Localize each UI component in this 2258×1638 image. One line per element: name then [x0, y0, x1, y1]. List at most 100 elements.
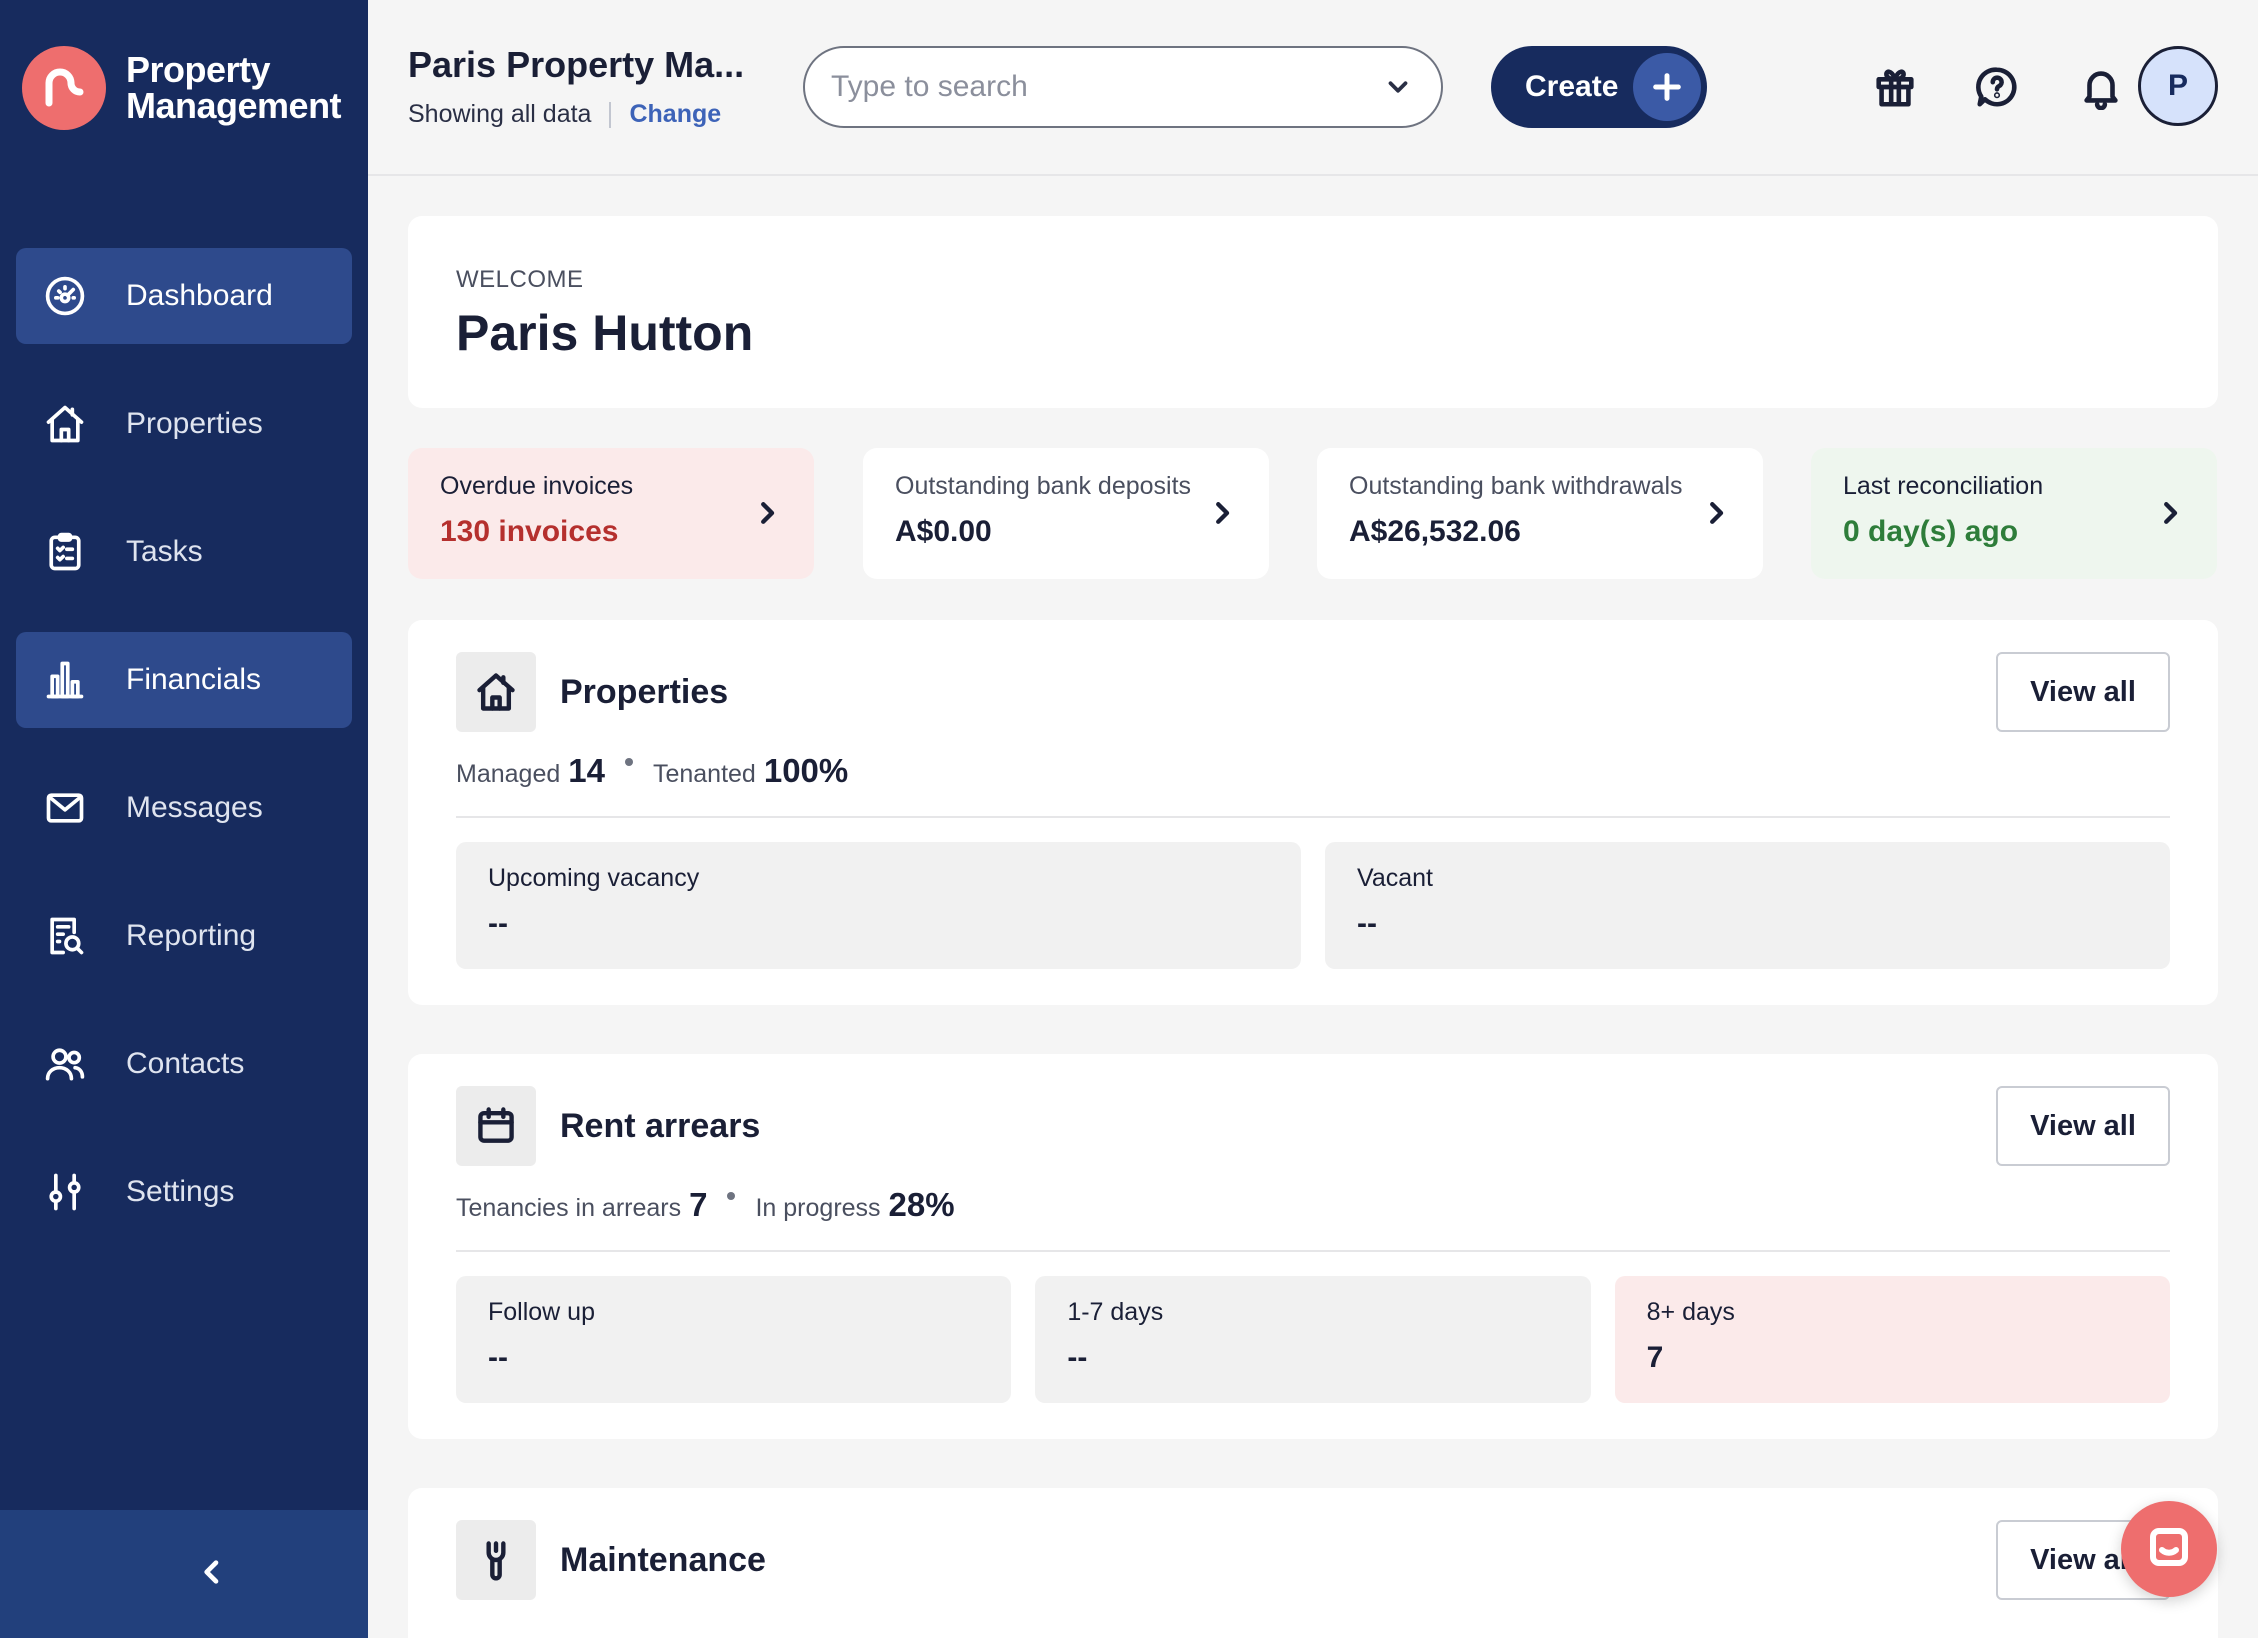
report-search-icon	[42, 913, 88, 959]
house-icon	[456, 652, 536, 732]
upcoming-vacancy-tile[interactable]: Upcoming vacancy --	[456, 842, 1301, 969]
sidebar-item-financials[interactable]: Financials	[16, 632, 352, 728]
last-reconciliation-card[interactable]: Last reconciliation 0 day(s) ago	[1811, 448, 2217, 579]
collapse-sidebar-button[interactable]	[0, 1510, 368, 1638]
section-stats: Managed 14 Tenanted 100%	[456, 752, 2170, 792]
tile-label: 8+ days	[1646, 1298, 1735, 1326]
sidebar-item-label: Contacts	[126, 1047, 245, 1080]
stat-label: Last reconciliation	[1843, 472, 2044, 500]
gift-icon[interactable]	[1866, 58, 1924, 116]
chat-icon	[2145, 1523, 2193, 1576]
tile-value: --	[488, 1341, 508, 1374]
sliders-icon	[42, 1169, 88, 1215]
change-link[interactable]: Change	[629, 100, 722, 128]
tenanted-value: 100%	[763, 752, 849, 789]
data-scope-label: Showing all data	[408, 100, 592, 128]
in-progress-value: 28%	[888, 1186, 955, 1223]
stat-label: Outstanding bank withdrawals	[1349, 472, 1683, 500]
stat-tiles: Follow up -- 1-7 days -- 8+ days 7	[456, 1276, 2170, 1403]
divider	[456, 1250, 2170, 1252]
chevron-right-icon	[752, 498, 782, 533]
chevron-right-icon	[2155, 498, 2185, 533]
one-to-seven-days-tile[interactable]: 1-7 days --	[1035, 1276, 1591, 1403]
section-header: Rent arrears View all	[456, 1086, 2170, 1166]
sidebar-item-dashboard[interactable]: Dashboard	[16, 248, 352, 344]
sidebar-item-label: Properties	[126, 407, 263, 440]
bank-withdrawals-card[interactable]: Outstanding bank withdrawals A$26,532.06	[1317, 448, 1763, 579]
sidebar-item-messages[interactable]: Messages	[16, 760, 352, 856]
view-all-button[interactable]: View all	[1996, 652, 2170, 732]
avatar[interactable]: P	[2138, 46, 2218, 126]
company-name: Paris Property Ma...	[408, 44, 745, 85]
sidebar-item-contacts[interactable]: Contacts	[16, 1016, 352, 1112]
managed-value: 14	[568, 752, 605, 789]
sidebar-item-reporting[interactable]: Reporting	[16, 888, 352, 984]
sidebar: Property Management Dashboard Properties…	[0, 0, 368, 1638]
stat-value: A$0.00	[895, 515, 992, 548]
bank-deposits-card[interactable]: Outstanding bank deposits A$0.00	[863, 448, 1269, 579]
overdue-invoices-card[interactable]: Overdue invoices 130 invoices	[408, 448, 814, 579]
maintenance-section: Maintenance View all	[408, 1488, 2218, 1638]
section-title: Properties	[560, 672, 729, 711]
chevron-down-icon[interactable]	[1383, 72, 1413, 107]
eight-plus-days-tile[interactable]: 8+ days 7	[1614, 1276, 2170, 1403]
stat-label: Outstanding bank deposits	[895, 472, 1192, 500]
stat-label: Overdue invoices	[440, 472, 634, 500]
bullet-separator	[727, 1192, 736, 1200]
sidebar-item-label: Dashboard	[126, 279, 273, 312]
sidebar-item-label: Messages	[126, 791, 263, 824]
users-icon	[42, 1041, 88, 1087]
vacant-tile[interactable]: Vacant --	[1325, 842, 2170, 969]
section-title: Rent arrears	[560, 1106, 761, 1145]
section-stats: Tenancies in arrears 7 In progress 28%	[456, 1186, 2170, 1226]
tile-value: --	[1357, 907, 1377, 940]
company-selector: Paris Property Ma... Showing all data Ch…	[408, 44, 744, 129]
tenanted-label: Tenanted	[652, 760, 756, 788]
sidebar-item-settings[interactable]: Settings	[16, 1144, 352, 1240]
tile-label: 1-7 days	[1067, 1298, 1164, 1326]
stat-tiles: Upcoming vacancy -- Vacant --	[456, 842, 2170, 969]
arrears-label: Tenancies in arrears	[456, 1194, 682, 1222]
section-header: Maintenance View all	[456, 1520, 2170, 1600]
tile-value: --	[488, 907, 508, 940]
view-all-button[interactable]: View all	[1996, 1086, 2170, 1166]
help-icon[interactable]	[1968, 58, 2026, 116]
brand[interactable]: Property Management	[22, 46, 342, 130]
follow-up-tile[interactable]: Follow up --	[456, 1276, 1012, 1403]
in-progress-label: In progress	[755, 1194, 881, 1222]
tile-label: Vacant	[1357, 864, 1433, 892]
chevron-right-icon	[1207, 498, 1237, 533]
sidebar-item-tasks[interactable]: Tasks	[16, 504, 352, 600]
clipboard-icon	[42, 529, 88, 575]
sidebar-nav: Dashboard Properties Tasks Financials Me…	[16, 248, 352, 1272]
create-button[interactable]: Create	[1491, 46, 1707, 128]
tile-label: Upcoming vacancy	[488, 864, 700, 892]
search-box[interactable]	[803, 46, 1443, 128]
tile-value: --	[1067, 1341, 1088, 1374]
chevron-right-icon	[1701, 498, 1731, 533]
brand-line-2: Management	[126, 85, 342, 126]
sidebar-item-label: Reporting	[126, 919, 257, 952]
brand-line-1: Property	[126, 49, 271, 90]
wrench-icon	[456, 1520, 536, 1600]
managed-label: Managed	[456, 760, 561, 788]
sidebar-item-properties[interactable]: Properties	[16, 376, 352, 472]
bell-icon[interactable]	[2072, 58, 2130, 116]
search-input[interactable]	[831, 70, 1371, 104]
chat-launcher-button[interactable]	[2121, 1501, 2217, 1597]
sidebar-item-label: Settings	[126, 1175, 235, 1208]
house-icon	[42, 401, 88, 447]
calendar-icon	[456, 1086, 536, 1166]
stat-value: 130 invoices	[440, 515, 619, 548]
brand-name: Property Management	[126, 49, 342, 126]
sidebar-item-label: Financials	[126, 663, 262, 696]
dashboard-icon	[42, 273, 88, 319]
tile-value: 7	[1646, 1341, 1664, 1374]
tile-label: Follow up	[488, 1298, 595, 1326]
divider	[456, 816, 2170, 818]
data-scope: Showing all data Change	[408, 100, 744, 129]
create-label: Create	[1525, 70, 1619, 103]
brand-logo-icon	[22, 46, 106, 130]
divider	[609, 101, 612, 128]
arrears-value: 7	[689, 1186, 708, 1223]
